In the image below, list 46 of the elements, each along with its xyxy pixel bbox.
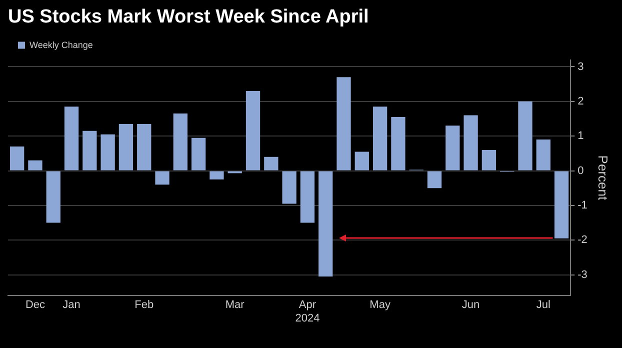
bar — [482, 150, 496, 170]
bar — [10, 146, 24, 170]
bar — [191, 138, 206, 170]
x-tick-label: Apr 2024 — [295, 299, 320, 324]
bar — [28, 160, 42, 170]
bar — [427, 171, 442, 188]
y-tick-label: 1 — [578, 130, 584, 142]
bar — [210, 171, 224, 180]
chart-title: US Stocks Mark Worst Week Since April — [8, 6, 369, 28]
bar — [264, 156, 278, 170]
x-tick-label: Feb — [134, 299, 154, 312]
bar — [82, 130, 97, 170]
bar — [318, 171, 333, 277]
y-tick-label: 0 — [578, 164, 584, 177]
bar — [536, 140, 550, 170]
bar — [246, 91, 260, 170]
bar — [173, 114, 188, 170]
x-tick-label: Jul — [536, 299, 550, 312]
x-tick-label: Dec — [25, 299, 46, 312]
bar — [554, 171, 569, 238]
bar — [446, 126, 460, 170]
bar — [464, 115, 478, 170]
x-tick-label: May — [370, 299, 391, 312]
bar — [155, 171, 170, 185]
bar — [336, 77, 351, 170]
bar — [300, 171, 315, 223]
y-axis-title: Percent — [596, 155, 611, 200]
y-tick-label: 3 — [578, 60, 584, 73]
legend-label: Weekly Change — [30, 40, 93, 50]
bar — [518, 101, 532, 170]
x-tick-label: Jun — [462, 299, 480, 312]
bar — [354, 152, 369, 170]
x-tick-label: Mar — [225, 299, 245, 312]
y-tick-label: -3 — [578, 268, 588, 281]
bar — [46, 171, 60, 223]
y-tick-label: -1 — [578, 199, 588, 212]
bar — [391, 117, 406, 170]
bar — [100, 134, 115, 170]
y-tick-label: 2 — [578, 95, 584, 108]
x-tick-label: Jan — [62, 299, 80, 312]
bar — [137, 124, 152, 170]
bar — [282, 171, 296, 204]
bar — [118, 124, 134, 170]
bar — [372, 106, 388, 170]
bar — [64, 106, 79, 170]
y-tick-label: -2 — [578, 234, 588, 246]
